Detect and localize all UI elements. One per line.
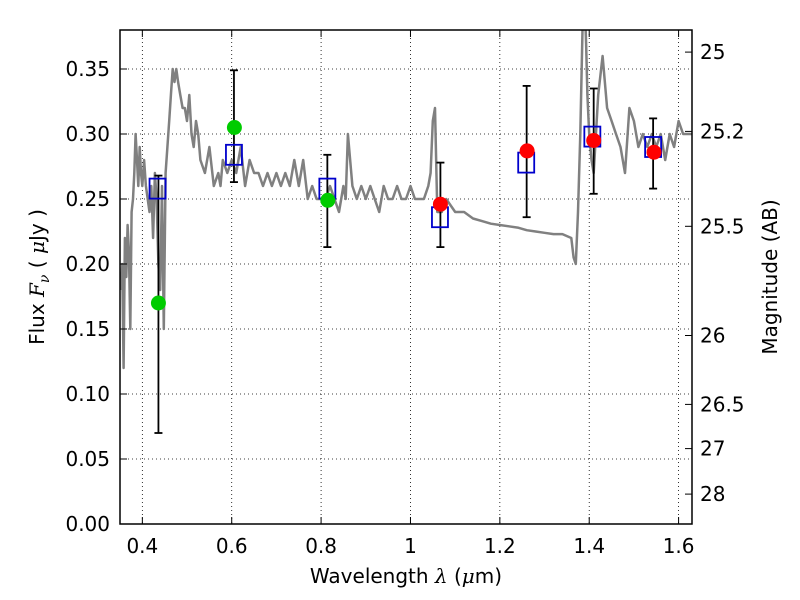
y-tick-label: 0.25 bbox=[65, 187, 110, 211]
y-axis-label: Flux Fν ( μJy ) bbox=[25, 209, 53, 345]
y2-tick-label: 25 bbox=[700, 40, 725, 64]
x-tick-label: 0.8 bbox=[305, 534, 337, 558]
plot-area bbox=[120, 30, 692, 434]
y-tick-label: 0.20 bbox=[65, 252, 110, 276]
x-tick-label: 1.6 bbox=[663, 534, 695, 558]
y2-tick-label: 26.5 bbox=[700, 392, 745, 416]
y2-tick-label: 27 bbox=[700, 437, 725, 461]
model-photometry-square bbox=[148, 177, 167, 200]
y-tick-label: 0.05 bbox=[65, 447, 110, 471]
observed-point-red bbox=[519, 143, 535, 159]
model-spectrum-line bbox=[120, 30, 692, 370]
model-photometry-square bbox=[225, 143, 243, 166]
tick-labels: 0.4 0.6 0.8 1 1.2 1.4 1.6 0.00 0.05 0.10 0.15 0.20 0… bbox=[65, 40, 744, 558]
y2-tick-label: 26 bbox=[700, 324, 725, 348]
y2-tick-label: 25.2 bbox=[700, 119, 745, 143]
plot-frame bbox=[119, 29, 693, 525]
observed-point-red bbox=[432, 196, 448, 212]
observed-point-red bbox=[646, 144, 662, 160]
y-tick-label: 0.00 bbox=[65, 512, 110, 536]
y-tick-label: 0.10 bbox=[65, 382, 110, 406]
x-tick-label: 1 bbox=[404, 534, 417, 558]
tick-marks bbox=[120, 30, 692, 525]
y-tick-label: 0.35 bbox=[65, 57, 110, 81]
x-tick-label: 0.4 bbox=[126, 534, 158, 558]
observed-point-green bbox=[150, 295, 166, 311]
x-tick-label: 1.4 bbox=[573, 534, 605, 558]
x-tick-label: 0.6 bbox=[216, 534, 248, 558]
y-tick-label: 0.30 bbox=[65, 122, 110, 146]
observed-point-red bbox=[586, 133, 602, 148]
y2-tick-label: 28 bbox=[700, 482, 725, 506]
x-tick-label: 1.2 bbox=[484, 534, 516, 558]
y2-tick-label: 25.5 bbox=[700, 214, 745, 238]
y2-axis-label: Magnitude (AB) bbox=[758, 199, 782, 354]
x-axis-label: Wavelength λ (μm) bbox=[310, 564, 502, 588]
y-tick-label: 0.15 bbox=[65, 317, 110, 341]
observed-point-green bbox=[320, 192, 336, 208]
observed-point-green bbox=[226, 120, 242, 135]
plot-clip-group bbox=[120, 30, 692, 434]
